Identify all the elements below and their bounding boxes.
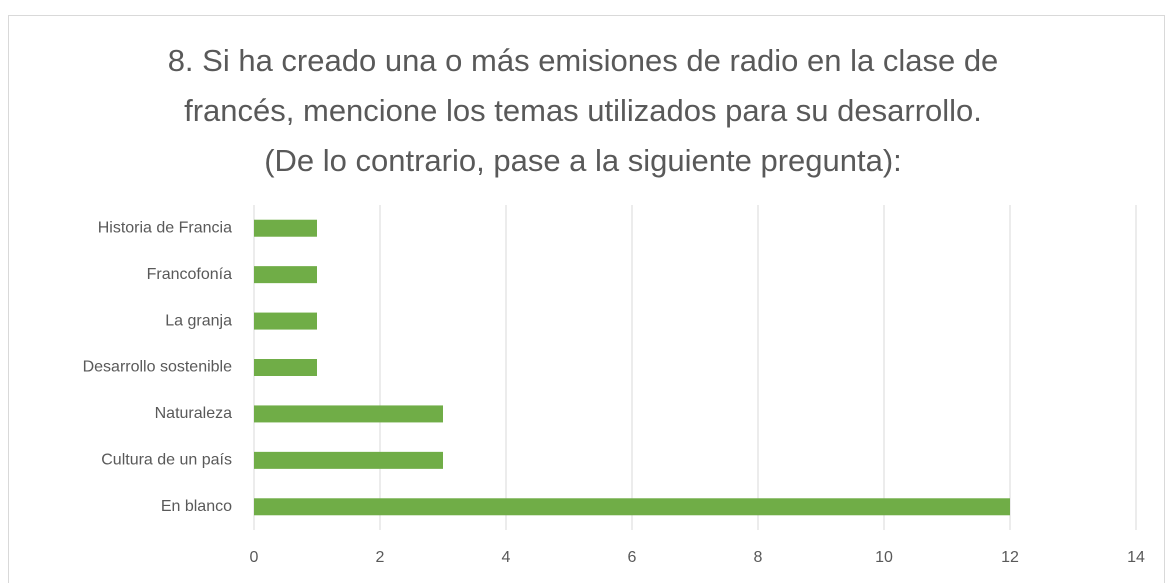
bar: [254, 312, 317, 330]
y-tick-label: Naturaleza: [155, 405, 232, 422]
x-tick-label: 0: [250, 549, 259, 566]
bar: [254, 451, 443, 469]
y-tick-label: Desarrollo sostenible: [83, 359, 233, 376]
bar: [254, 359, 317, 376]
x-tick-label: 6: [628, 549, 637, 566]
chart-frame: [8, 15, 1165, 583]
x-tick-label: 4: [502, 549, 511, 566]
bar: [254, 219, 317, 237]
x-tick-label: 2: [376, 549, 385, 566]
x-tick-label: 10: [875, 549, 893, 566]
chart-title: francés, mencione los temas utilizados p…: [184, 93, 982, 128]
chart-title: (De lo contrario, pase a la siguiente pr…: [264, 143, 902, 178]
y-tick-label: Cultura de un país: [101, 452, 232, 469]
chart-title: 8. Si ha creado una o más emisiones de r…: [168, 43, 999, 78]
bar: [254, 405, 443, 423]
x-tick-label: 14: [1127, 549, 1145, 566]
bar: [254, 266, 317, 284]
y-tick-label: Historia de Francia: [98, 219, 232, 236]
bar: [254, 498, 1010, 516]
y-tick-label: En blanco: [161, 498, 232, 515]
x-tick-label: 12: [1001, 549, 1019, 566]
y-tick-label: Francofonía: [147, 266, 232, 283]
x-tick-label: 8: [754, 549, 763, 566]
y-tick-label: La granja: [165, 312, 232, 329]
